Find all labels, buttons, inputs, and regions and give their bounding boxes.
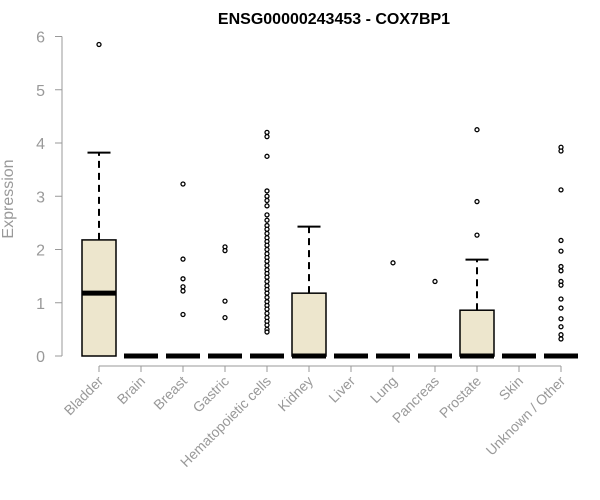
outlier-point (264, 322, 270, 328)
x-tick-label: Skin (496, 373, 527, 404)
x-tick-label: Unknown / Other (483, 373, 569, 459)
box-group (418, 278, 452, 359)
x-tick-label: Lung (367, 373, 400, 406)
box-group (544, 144, 578, 359)
outlier-point (264, 203, 270, 209)
outlier-point (264, 329, 270, 335)
outlier-point (180, 288, 186, 294)
outlier-point (474, 198, 480, 205)
outlier-point (180, 276, 186, 282)
chart-title: ENSG00000243453 - COX7BP1 (218, 11, 450, 28)
outlier-point (264, 212, 270, 218)
outlier-point (264, 188, 270, 194)
outlier-point (180, 284, 186, 290)
box-group (376, 260, 410, 359)
x-tick-label: Bladder (61, 373, 107, 419)
y-tick-label: 0 (36, 349, 45, 366)
outlier-point (264, 153, 270, 159)
outlier-point (264, 129, 270, 136)
plot-area (81, 41, 578, 359)
outlier-point (558, 268, 564, 274)
outlier-point (222, 247, 228, 254)
y-tick-label: 2 (36, 243, 45, 260)
y-tick-label: 4 (36, 136, 45, 153)
outlier-point (222, 298, 228, 304)
x-tick-label: Breast (150, 373, 190, 413)
outlier-point (180, 256, 186, 262)
outlier-point (558, 296, 564, 302)
outlier-point (264, 278, 270, 285)
outlier-point (264, 262, 270, 269)
outlier-point (558, 248, 564, 254)
outlier-point (558, 336, 564, 342)
outlier-point (264, 246, 270, 253)
outlier-point (264, 197, 270, 204)
x-tick-label: Liver (325, 373, 358, 406)
box-group (291, 225, 327, 359)
x-tick-label: Kidney (275, 373, 317, 415)
y-tick-label: 5 (36, 83, 45, 100)
outlier-point (558, 324, 564, 330)
outlier-point (264, 274, 270, 280)
outlier-point (96, 41, 102, 48)
y-tick-label: 3 (36, 189, 45, 206)
outlier-point (264, 306, 270, 312)
outlier-point (432, 278, 438, 285)
outlier-point (558, 305, 564, 311)
outlier-point (390, 260, 396, 266)
outlier-point (558, 316, 564, 322)
outlier-point (558, 148, 564, 154)
box-group (459, 127, 495, 359)
outlier-point (264, 193, 270, 199)
x-tick-label: Brain (114, 373, 148, 407)
outlier-point (264, 258, 270, 264)
outlier-point (264, 242, 270, 248)
outlier-point (558, 332, 564, 338)
outlier-point (264, 230, 270, 237)
box (459, 309, 495, 357)
box-group (81, 41, 117, 357)
box-group (208, 244, 242, 359)
outlier-point (558, 237, 564, 244)
outlier-point (180, 311, 186, 318)
outlier-point (264, 226, 270, 232)
outlier-point (474, 232, 480, 238)
outlier-point (222, 315, 228, 321)
y-axis-label: Expression (0, 159, 17, 238)
outlier-point (558, 187, 564, 193)
outlier-point (264, 290, 270, 296)
outlier-point (474, 127, 480, 133)
y-tick-label: 1 (36, 296, 45, 313)
box (81, 239, 117, 357)
outlier-point (264, 133, 270, 140)
box (291, 292, 327, 357)
y-tick-label: 6 (36, 30, 45, 47)
x-tick-label: Pancreas (389, 373, 442, 426)
outlier-point (264, 310, 270, 317)
box-group (166, 181, 200, 359)
outlier-point (180, 181, 186, 187)
outlier-point (264, 217, 270, 223)
outlier-point (558, 282, 564, 288)
outlier-point (558, 263, 564, 270)
box-group (250, 129, 284, 359)
outlier-point (264, 294, 270, 301)
x-tick-label: Prostate (436, 373, 484, 421)
